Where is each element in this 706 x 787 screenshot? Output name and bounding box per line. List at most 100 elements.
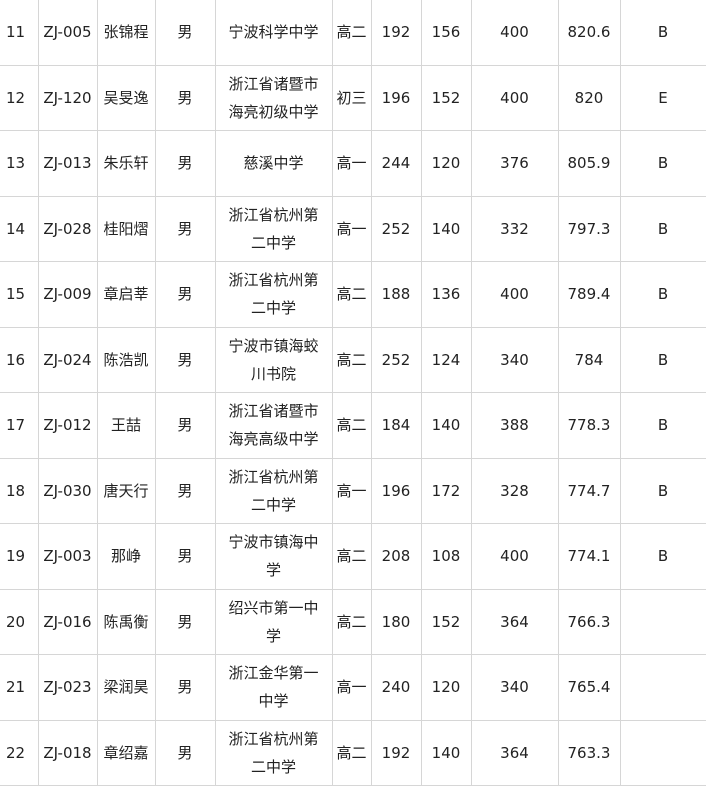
score3-cell: 400 (470, 0, 559, 66)
grade-cell: 高一 (331, 654, 372, 721)
score3-cell: 340 (470, 654, 559, 721)
school-cell: 浙江省诸暨市海亮初级中学 (214, 64, 333, 131)
level-cell: B (619, 261, 706, 328)
grade-cell: 高二 (331, 392, 372, 459)
school-cell: 宁波科学中学 (214, 0, 333, 66)
grade-cell: 高一 (331, 130, 372, 197)
score1-cell: 252 (370, 326, 422, 393)
school-cell: 浙江省诸暨市海亮高级中学 (214, 392, 333, 459)
grade-cell: 高二 (331, 261, 372, 328)
score3-cell: 400 (470, 523, 559, 590)
gender-cell: 男 (154, 654, 216, 721)
id-cell: ZJ-018 (37, 719, 98, 786)
table-row: 16 ZJ-024 陈浩凯男宁波市镇海蛟川书院 高二 252 124 340 784 B (0, 326, 706, 393)
table-row: 19 ZJ-003 那峥男宁波市镇海中学 高二 208 108 400 774.1 B (0, 523, 706, 590)
rank-cell: 17 (0, 392, 39, 459)
total-cell: 774.1 (557, 523, 621, 590)
id-cell: ZJ-024 (37, 326, 98, 393)
table-row: 21 ZJ-023 梁润昊男浙江金华第一中学 高一 240 120 340 765.4 (0, 654, 706, 721)
level-cell: B (619, 392, 706, 459)
score1-cell: 240 (370, 654, 422, 721)
score3-cell: 364 (470, 719, 559, 786)
gender-cell: 男 (154, 0, 216, 66)
table-row: 17 ZJ-012 王喆男浙江省诸暨市海亮高级中学 高二 184 140 388 778.3 B (0, 392, 706, 459)
grade-cell: 高二 (331, 0, 372, 66)
level-cell: B (619, 523, 706, 590)
level-cell (619, 588, 706, 655)
score3-cell: 364 (470, 588, 559, 655)
table-row: 18 ZJ-030 唐天行男浙江省杭州第二中学 高一 196 172 328 774.7 B (0, 457, 706, 524)
rank-cell: 11 (0, 0, 39, 66)
total-cell: 820 (557, 64, 621, 131)
name-cell: 那峥 (96, 523, 156, 590)
score1-cell: 192 (370, 0, 422, 66)
score2-cell: 172 (420, 457, 472, 524)
table-row: 22 ZJ-018 章绍嘉男浙江省杭州第二中学 高二 192 140 364 763.3 (0, 719, 706, 786)
score2-cell: 140 (420, 719, 472, 786)
table-row: 15 ZJ-009 章启莘男浙江省杭州第二中学 高二 188 136 400 789.4 B (0, 261, 706, 328)
name-cell: 梁润昊 (96, 654, 156, 721)
gender-cell: 男 (154, 64, 216, 131)
rank-cell: 21 (0, 654, 39, 721)
total-cell: 774.7 (557, 457, 621, 524)
score2-cell: 136 (420, 261, 472, 328)
score1-cell: 208 (370, 523, 422, 590)
gender-cell: 男 (154, 130, 216, 197)
id-cell: ZJ-013 (37, 130, 98, 197)
grade-cell: 初三 (331, 64, 372, 131)
level-cell (619, 719, 706, 786)
table-row: 13 ZJ-013 朱乐轩男慈溪中学 高一 244 120 376 805.9 B (0, 130, 706, 197)
total-cell: 789.4 (557, 261, 621, 328)
name-cell: 陈浩凯 (96, 326, 156, 393)
rank-cell: 16 (0, 326, 39, 393)
level-cell: B (619, 326, 706, 393)
rank-cell: 13 (0, 130, 39, 197)
level-cell: B (619, 195, 706, 262)
level-cell: B (619, 457, 706, 524)
table-row: 20 ZJ-016 陈禹衡男绍兴市第一中学 高二 180 152 364 766.3 (0, 588, 706, 655)
school-cell: 宁波市镇海蛟川书院 (214, 326, 333, 393)
school-cell: 浙江金华第一中学 (214, 654, 333, 721)
total-cell: 778.3 (557, 392, 621, 459)
score1-cell: 196 (370, 64, 422, 131)
name-cell: 张锦程 (96, 0, 156, 66)
grade-cell: 高二 (331, 588, 372, 655)
gender-cell: 男 (154, 588, 216, 655)
school-cell: 宁波市镇海中学 (214, 523, 333, 590)
score2-cell: 108 (420, 523, 472, 590)
rank-cell: 20 (0, 588, 39, 655)
score2-cell: 140 (420, 392, 472, 459)
score3-cell: 388 (470, 392, 559, 459)
table-row: 14 ZJ-028 桂阳熠男浙江省杭州第二中学 高一 252 140 332 797.3 B (0, 195, 706, 262)
score2-cell: 152 (420, 588, 472, 655)
level-cell (619, 654, 706, 721)
score3-cell: 400 (470, 64, 559, 131)
score2-cell: 140 (420, 195, 472, 262)
id-cell: ZJ-120 (37, 64, 98, 131)
score3-cell: 340 (470, 326, 559, 393)
gender-cell: 男 (154, 523, 216, 590)
total-cell: 765.4 (557, 654, 621, 721)
gender-cell: 男 (154, 457, 216, 524)
score3-cell: 332 (470, 195, 559, 262)
score3-cell: 376 (470, 130, 559, 197)
id-cell: ZJ-009 (37, 261, 98, 328)
name-cell: 朱乐轩 (96, 130, 156, 197)
grade-cell: 高一 (331, 457, 372, 524)
score2-cell: 156 (420, 0, 472, 66)
level-cell: B (619, 130, 706, 197)
name-cell: 陈禹衡 (96, 588, 156, 655)
school-cell: 浙江省杭州第二中学 (214, 719, 333, 786)
id-cell: ZJ-003 (37, 523, 98, 590)
gender-cell: 男 (154, 719, 216, 786)
score3-cell: 400 (470, 261, 559, 328)
score3-cell: 328 (470, 457, 559, 524)
score2-cell: 120 (420, 654, 472, 721)
name-cell: 唐天行 (96, 457, 156, 524)
score1-cell: 252 (370, 195, 422, 262)
level-cell: B (619, 0, 706, 66)
gender-cell: 男 (154, 195, 216, 262)
grade-cell: 高二 (331, 326, 372, 393)
rank-cell: 15 (0, 261, 39, 328)
